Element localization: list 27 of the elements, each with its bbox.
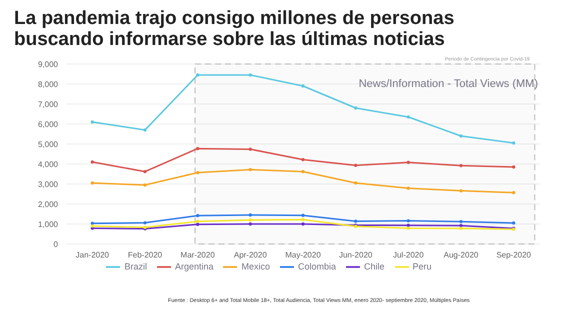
legend-label: Argentina [174, 261, 214, 272]
chart-title: La pandemia trajo consigo millones de personas buscando informarse sobre las últimas noticias [14, 8, 456, 50]
x-tick-label: Aug-2020 [444, 250, 479, 260]
x-tick-label: Apr-2020 [234, 250, 268, 260]
y-tick-label: 4,000 [38, 160, 59, 169]
y-tick-label: 0 [54, 240, 59, 249]
legend-label: Colombia [298, 261, 336, 272]
x-tick-label: Jul-2020 [392, 250, 424, 260]
y-tick-label: 1,000 [38, 220, 59, 229]
x-tick-label: May-2020 [285, 250, 322, 260]
x-tick-label: Jun-2020 [338, 250, 373, 260]
x-tick-label: Jan-2020 [76, 250, 110, 260]
x-tick-label: Sep-2020 [496, 250, 532, 260]
y-tick-label: 7,000 [38, 100, 59, 109]
legend-label: Chile [364, 261, 385, 272]
y-tick-label: 9,000 [38, 60, 59, 69]
y-tick-label: 5,000 [38, 140, 59, 149]
y-tick-label: 8,000 [38, 80, 59, 89]
legend-label: Mexico [241, 261, 270, 272]
annotation: News/Information - Total Views (MM) [358, 78, 538, 90]
x-tick-label: Feb-2020 [128, 250, 163, 260]
y-tick-label: 6,000 [38, 120, 59, 129]
legend-label: Peru [412, 261, 432, 272]
y-tick-label: 2,000 [38, 200, 59, 209]
legend-label: Brazil [124, 261, 147, 272]
x-tick-label: Mar-2020 [180, 250, 216, 260]
y-tick-label: 3,000 [38, 180, 59, 189]
